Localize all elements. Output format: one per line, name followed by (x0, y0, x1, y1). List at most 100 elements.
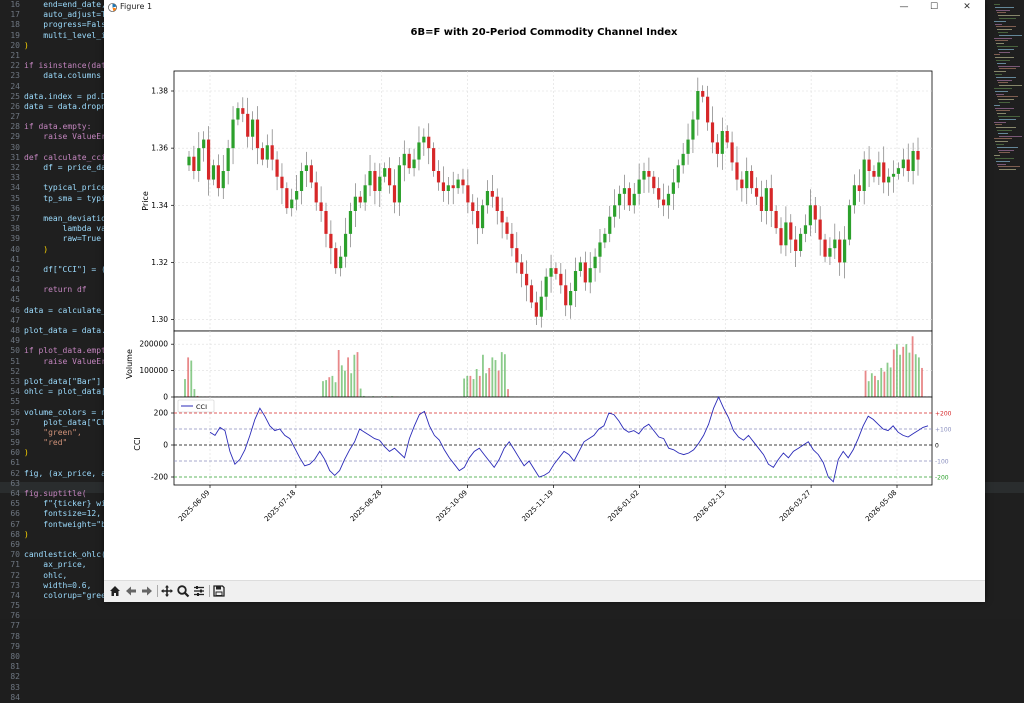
maximize-button[interactable]: ☐ (919, 0, 949, 15)
candle-body (290, 200, 293, 209)
line-number: 50 (0, 346, 20, 356)
close-button[interactable]: ✕ (952, 0, 982, 15)
window-title: Figure 1 (120, 2, 152, 11)
cci-band-label: -200 (935, 475, 949, 482)
code-line: raise ValueErr (24, 357, 106, 367)
candle-body (417, 142, 420, 159)
code-line: f"{ticker} wit (24, 499, 106, 509)
line-number: 68 (0, 530, 20, 540)
cci-band-label: -100 (935, 459, 949, 466)
back-icon[interactable] (124, 584, 138, 598)
candle-body (295, 191, 298, 200)
line-number: 80 (0, 652, 20, 662)
code-line: mean_deviation (24, 214, 106, 224)
code-line: plot_data["Bar"] = (24, 377, 106, 387)
candle-body (740, 180, 743, 189)
candle-body (691, 120, 694, 140)
volume-bar (883, 372, 885, 397)
figure-canvas[interactable]: 6B=F with 20-Period Commodity Channel In… (104, 15, 985, 580)
candle-body (794, 240, 797, 251)
volume-bar (184, 379, 186, 397)
volume-bar (328, 377, 330, 397)
candle-body (892, 174, 895, 177)
code-line: fig, (ax_price, ax (24, 469, 106, 479)
figure-window[interactable]: Figure 1 — ☐ ✕ 6B=F with 20-Period Commo… (104, 0, 985, 601)
line-number: 83 (0, 683, 20, 693)
code-line: plot_data = data.d (24, 326, 106, 336)
candle-body (266, 145, 269, 159)
candle-body (491, 191, 494, 197)
line-number: 45 (0, 295, 20, 305)
home-icon[interactable] (108, 584, 122, 598)
save-icon[interactable] (212, 584, 226, 598)
volume-bar (887, 363, 889, 397)
cci-y-tick-label: 0 (163, 441, 168, 450)
candle-body (755, 188, 758, 197)
candle-body (696, 91, 699, 120)
volume-bar (476, 369, 478, 397)
candle-body (334, 248, 337, 268)
candle-body (515, 248, 518, 262)
cci-y-ticks: 2000-200 (151, 409, 174, 482)
code-line: ohlc = plot_data[[ (24, 387, 106, 397)
figure-title: 6B=F with 20-Period Commodity Channel In… (410, 27, 678, 38)
forward-icon[interactable] (140, 584, 154, 598)
volume-y-tick-label: 100000 (139, 366, 168, 375)
code-line: return df (24, 285, 106, 295)
price-axes[interactable]: 1.381.361.341.321.30 Price (141, 71, 932, 331)
volume-bar (194, 389, 196, 397)
candle-body (716, 142, 719, 153)
line-number: 56 (0, 408, 20, 418)
zoom-icon[interactable] (176, 584, 190, 598)
volume-bar (325, 380, 327, 397)
line-number: 35 (0, 194, 20, 204)
code-text[interactable]: end=end_date, auto_adjust=Tr progress=Fa… (24, 0, 106, 619)
candle-body (408, 154, 411, 168)
line-number: 29 (0, 132, 20, 142)
candle-body (706, 97, 709, 123)
volume-bar (909, 353, 911, 397)
line-number: 32 (0, 163, 20, 173)
volume-bar (347, 357, 349, 397)
pan-icon[interactable] (160, 584, 174, 598)
candle-body (623, 188, 626, 194)
candle-body (320, 202, 323, 211)
line-number: 55 (0, 397, 20, 407)
candle-body (770, 188, 773, 211)
minimap[interactable] (994, 4, 1022, 174)
candle-body (231, 120, 234, 149)
code-line: df = price_dat (24, 163, 106, 173)
candle-body (853, 185, 856, 205)
candle-body (657, 188, 660, 199)
code-line: lambda val (24, 224, 106, 234)
cci-axes[interactable]: +200+1000-100-200 2000-200 CCI CCI 2025-… (133, 397, 952, 523)
window-titlebar[interactable]: Figure 1 — ☐ ✕ (104, 0, 985, 15)
line-number: 70 (0, 550, 20, 560)
candle-body (471, 202, 474, 211)
cci-y-label: CCI (133, 437, 142, 451)
candle-body (432, 148, 435, 171)
minimize-button[interactable]: — (889, 0, 919, 15)
candle-body (525, 274, 528, 285)
code-line: data.columns = (24, 71, 106, 81)
code-line: ) (24, 448, 106, 458)
navigation-toolbar[interactable] (104, 580, 985, 602)
candle-body (735, 162, 738, 179)
line-number: 47 (0, 316, 20, 326)
candle-body (452, 185, 455, 188)
candle-body (364, 185, 367, 202)
line-number: 25 (0, 92, 20, 102)
candle-body (569, 291, 572, 305)
code-line: typical_price (24, 183, 106, 193)
candle-body (280, 177, 283, 188)
volume-bar (890, 367, 892, 397)
configure-icon[interactable] (192, 584, 206, 598)
candle-body (726, 131, 729, 142)
candle-body (593, 257, 596, 268)
candle-body (554, 268, 557, 274)
x-tick-label: 2025-11-19 (520, 489, 554, 523)
line-number: 49 (0, 336, 20, 346)
code-line: end=end_date, (24, 0, 106, 10)
code-line (24, 82, 106, 92)
